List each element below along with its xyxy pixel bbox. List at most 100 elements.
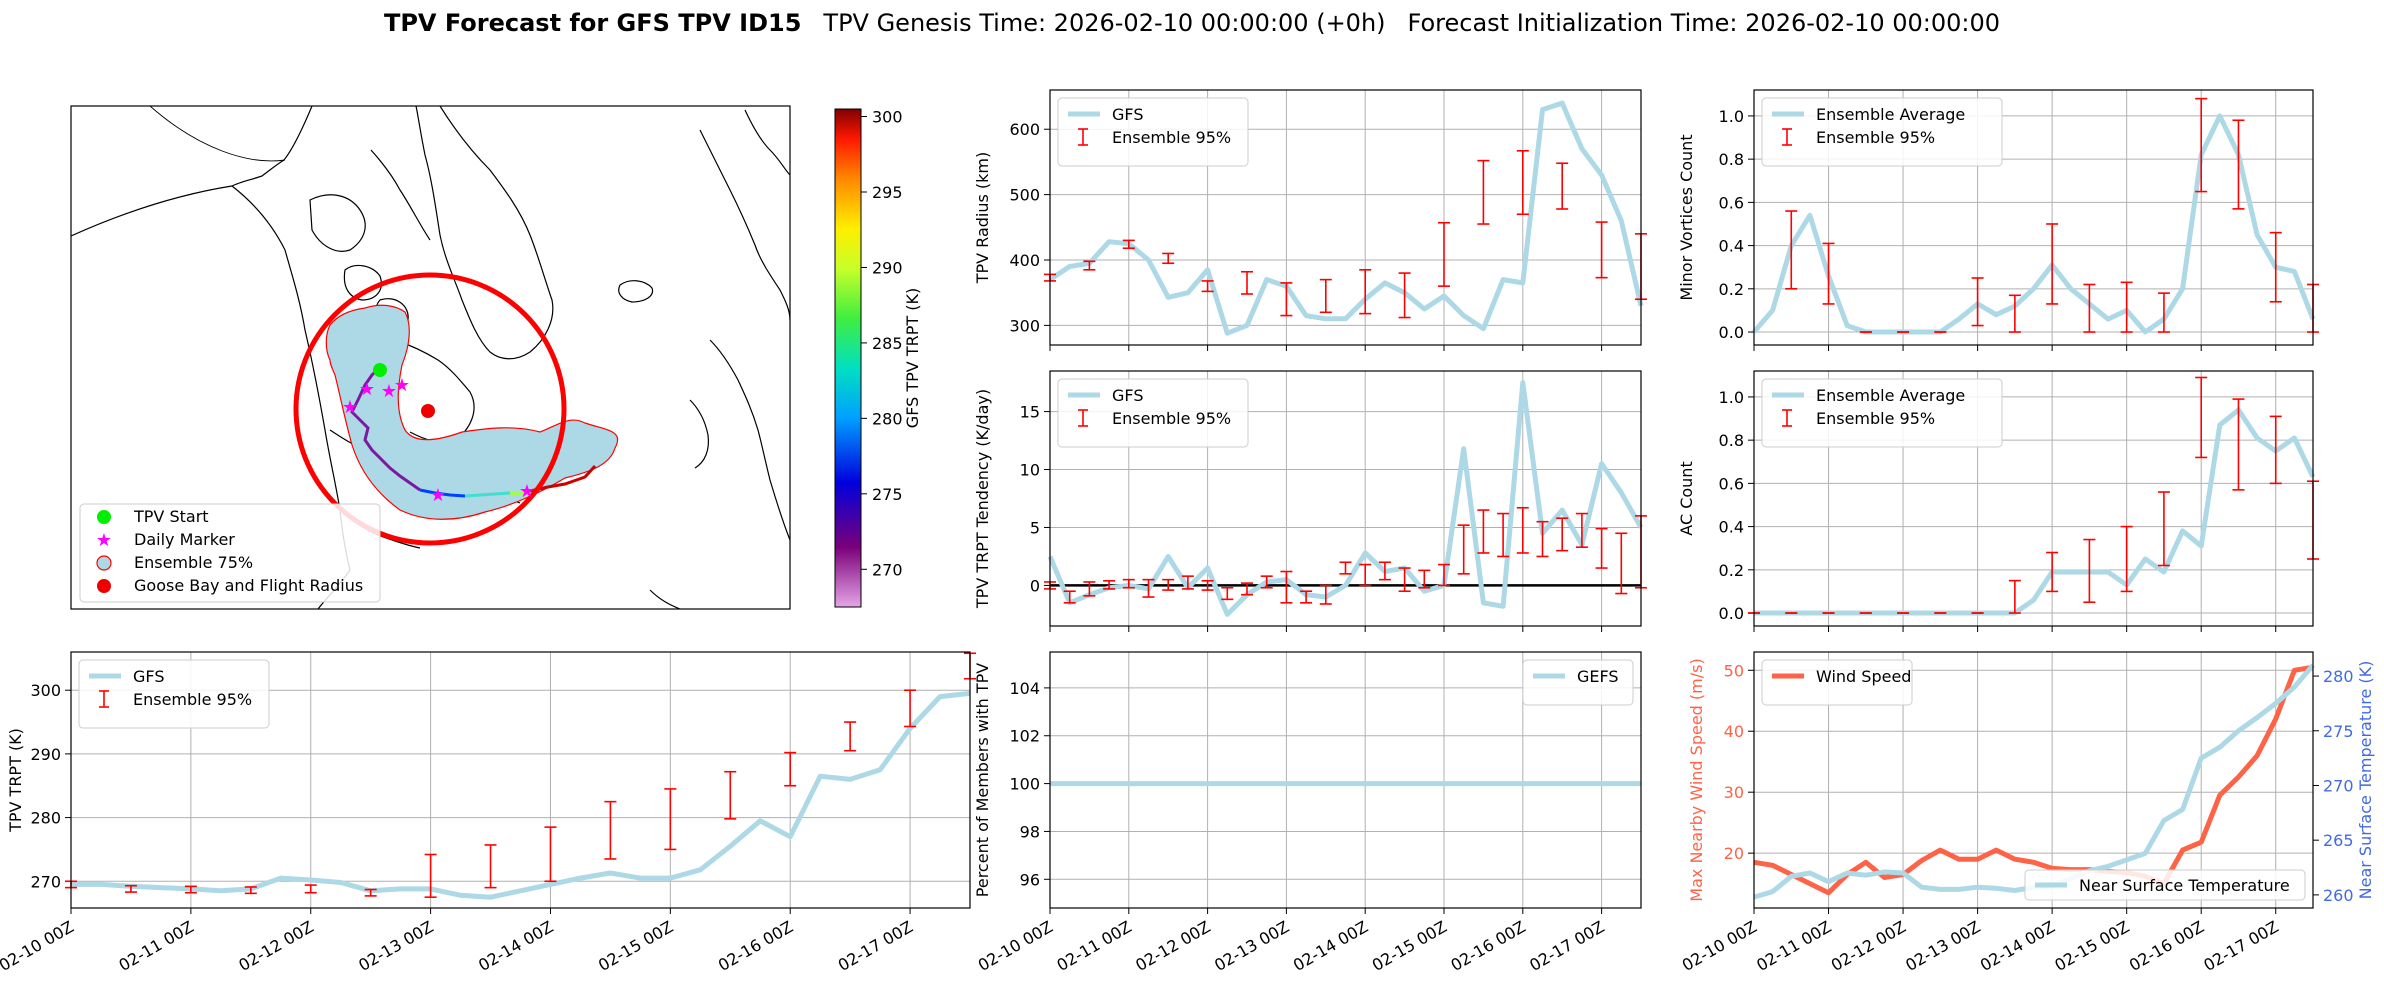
x-tick-label: 02-14 00Z [1290,917,1371,975]
daily-marker-2: ★ [359,379,375,400]
x-tick-label: 02-12 00Z [1828,917,1909,975]
x-tick-label: 02-16 00Z [2126,917,2207,975]
plot-frame [1753,651,2314,909]
legend-box [1761,97,2003,167]
y-tick-label: 0.6 [1719,193,1744,212]
legend-box [1761,659,1913,706]
error-bar [2083,538,2096,604]
x-tick-label: 02-17 00Z [1526,917,1607,975]
coastline-norway [699,129,790,321]
x-tick-label: 02-11 00Z [116,917,197,975]
daily-marker-5: ★ [430,485,446,506]
x-tick-label: 02-17 00Z [2200,917,2281,975]
error-bar [1103,579,1116,590]
error-bar [1241,270,1253,295]
error-bar [724,770,737,820]
error-bar [1339,561,1352,575]
error-bar [1477,159,1490,225]
chart-legend: GFS Ensemble 95% [1057,378,1249,448]
coastline-greenland [415,106,554,360]
x-tick-label: 02-14 00Z [475,917,556,975]
title-init: Forecast Initialization Time: 2026-02-10… [1408,9,2001,37]
legend-label: GEFS [1577,667,1619,686]
chart-legend: Ensemble Average Ensemble 95% [1761,97,2003,167]
goose-bay-marker [421,404,435,418]
chart-legend: Ensemble Average Ensemble 95% [1761,378,2003,448]
coastline-alaska [71,106,313,237]
error-bar [784,751,797,787]
y-tick-label: 0 [1030,576,1040,595]
x-tick-label: 02-10 00Z [975,917,1056,975]
error-bar [1201,280,1214,293]
island-2 [343,264,382,301]
error-bar [1122,578,1135,589]
error-bar [1556,162,1569,210]
colorbar-label: GFS TPV TRPT (K) [903,288,922,428]
error-bar [1438,563,1450,587]
map-legend: TPV Start ★ Daily Marker Ensemble 75% Go… [79,503,381,603]
ac-count-chart: 0.0 0.2 0.4 0.6 0.8 1.0 AC Count Ensemble Avera… [1677,370,2319,632]
error-bar [1083,260,1096,271]
error-bar [1300,590,1313,604]
plot-frame [1049,651,1642,909]
error-bar [1516,150,1529,216]
y-axis-label: TPV Radius (km) [973,152,992,285]
error-bar [1122,239,1135,250]
error-bar [1162,252,1175,265]
y-tick-label: 0.0 [1719,604,1744,623]
tendency-chart: 0 5 10 15 TPV TRPT Tendency (K/day) GFS Ensemb… [973,370,1647,632]
error-bar [904,689,917,728]
error-bar [1280,570,1293,604]
series-line-ensemble-average [1752,113,2316,335]
coastline-iceland [618,280,654,303]
tpv-track-purple [350,365,421,492]
y-tick-label: 96 [1020,870,1040,889]
y-tick-label: 0.8 [1719,431,1744,450]
y-tick-label: 400 [1009,251,1040,270]
tpv-start-marker [373,363,387,377]
map-legend-box [79,503,381,603]
error-bar [1418,569,1431,589]
legend-tpv-start-icon [97,510,111,524]
chart-legend-right: Near Surface Temperature [2024,869,2306,901]
minor-vortices-chart: 0.0 0.2 0.4 0.6 0.8 1.0 Minor Vortices Count En… [1677,89,2319,351]
plot-frame [1049,89,1642,346]
error-bar [304,884,317,894]
legend-label: Ensemble 95% [1112,128,1231,147]
colorbar-tick-label: 275 [872,485,903,504]
y-right-tick-label: 260 [2323,886,2354,905]
y-tick-label: 1.0 [1719,107,1744,126]
border-alaska [149,106,286,162]
error-bar [1595,527,1608,569]
colorbar-tick-label: 295 [872,183,903,202]
y-right-tick-label: 280 [2323,667,2354,686]
y-tick-label: 0.6 [1719,474,1744,493]
y-tick-label: 0.8 [1719,150,1744,169]
y-axis-label: Max Nearby Wind Speed (m/s) [1687,658,1706,901]
error-bar [484,844,497,889]
error-bar [1785,210,1798,290]
x-tick-label: 02-10 00Z [1679,917,1760,975]
error-bar [2232,119,2245,210]
error-bar [2120,281,2133,333]
legend-box [2024,869,2306,901]
x-tick-label: 02-15 00Z [1369,917,1450,975]
x-tick-label: 02-11 00Z [1054,917,1135,975]
colorbar-tick-label: 270 [872,560,903,579]
y-tick-label: 100 [1009,775,1040,794]
error-bar [424,853,437,898]
legend-tpv-start: TPV Start [133,507,209,526]
error-bar [2195,97,2208,193]
error-bar [1438,221,1450,287]
chart-legend: GFS Ensemble 95% [1057,97,1249,167]
daily-marker-1: ★ [342,397,358,418]
y-tick-label: 300 [1009,316,1040,335]
error-bar [1536,520,1549,558]
legend-label: Wind Speed [1816,667,1911,686]
plot-frame [1049,370,1642,627]
y-tick-label: 0.4 [1719,237,1744,256]
error-bar [1083,581,1096,597]
error-bar [1142,578,1155,598]
series-line-gfs [1048,100,1644,336]
error-bar [604,800,617,860]
